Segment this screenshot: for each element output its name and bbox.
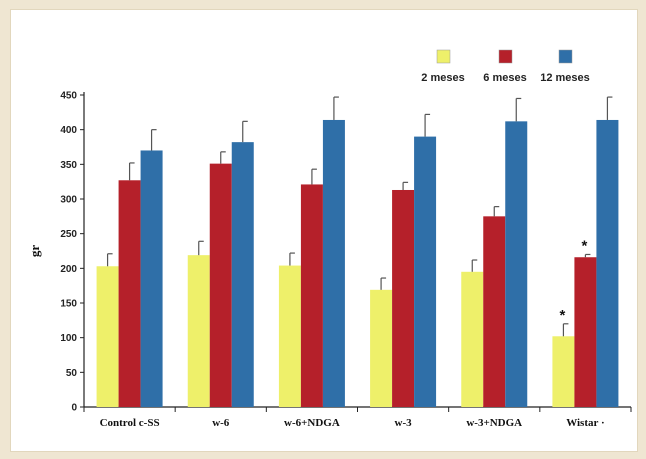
category-label: Control c-SS: [100, 417, 160, 429]
y-tick-label: 450: [60, 91, 77, 102]
y-tick-label: 200: [60, 264, 77, 275]
legend-label: 6 meses: [483, 72, 526, 84]
y-tick-label: 350: [60, 160, 77, 171]
category-label: Wistar ·: [566, 417, 604, 429]
bar: [97, 266, 119, 407]
bar: [370, 290, 392, 407]
bar: [279, 266, 301, 407]
legend-label: 12 meses: [540, 72, 590, 84]
y-tick-label: 150: [60, 299, 77, 310]
bar: [141, 150, 163, 407]
bar: [188, 255, 210, 407]
bar: [414, 137, 436, 407]
category-label: w-3+NDGA: [466, 417, 522, 429]
bar: [210, 164, 232, 407]
bar: [483, 216, 505, 407]
significance-marker: *: [581, 237, 587, 254]
bar: [301, 184, 323, 407]
y-tick-label: 100: [60, 333, 77, 344]
legend-label: 2 meses: [421, 72, 464, 84]
y-tick-label: 0: [71, 403, 77, 414]
bar: [232, 142, 254, 407]
y-tick-label: 300: [60, 195, 77, 206]
bar: [119, 180, 141, 407]
y-tick-label: 400: [60, 125, 77, 136]
bar: [596, 120, 618, 407]
legend-swatch: [437, 50, 450, 63]
bar-chart: 0 50 100 150 200 250 300 350 400 450 gr Control c-S…: [11, 10, 637, 451]
bar: [552, 336, 574, 407]
category-label: w-6+NDGA: [284, 417, 340, 429]
bar: [505, 121, 527, 407]
bar: [461, 272, 483, 407]
bar: [323, 120, 345, 407]
category-label: w-6: [212, 417, 230, 429]
y-tick-label: 50: [66, 368, 78, 379]
significance-marker: *: [559, 307, 565, 324]
legend-swatch: [559, 50, 572, 63]
bar: [392, 190, 414, 407]
bar: [574, 257, 596, 407]
y-axis-label: gr: [27, 245, 42, 258]
legend-swatch: [499, 50, 512, 63]
chart-frame: 0 50 100 150 200 250 300 350 400 450 gr Control c-S…: [10, 9, 638, 452]
category-label: w-3: [395, 417, 413, 429]
y-tick-label: 250: [60, 229, 77, 240]
